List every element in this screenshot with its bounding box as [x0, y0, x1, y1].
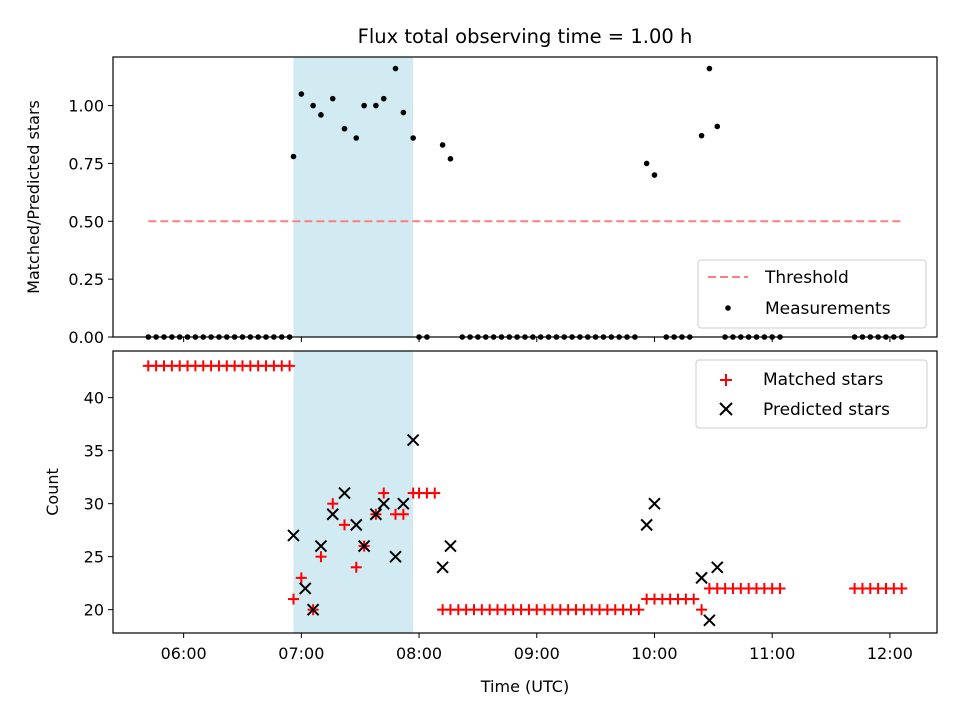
predicted-star-point — [338, 486, 351, 500]
bottom-ytick-label: 25 — [84, 548, 104, 567]
predicted-star-point — [326, 508, 339, 521]
bottom-xtick-label: 11:00 — [749, 644, 795, 663]
matched-star-point — [774, 582, 786, 594]
measurement-point — [310, 102, 316, 109]
top-panel: Flux total observing time = 1.00 h 0.00 0… — [24, 25, 938, 347]
measurement-point — [439, 142, 446, 148]
bottom-ytick-label: 40 — [84, 389, 104, 408]
measurement-point — [400, 109, 407, 116]
legend-predicted-label: Predicted stars — [763, 400, 890, 420]
predicted-star-point — [287, 529, 300, 542]
observing-window-span — [293, 351, 414, 633]
matched-star-point — [350, 561, 362, 573]
top-ytick-label: 0.25 — [68, 270, 104, 289]
top-plot-frame — [112, 56, 938, 338]
predicted-star-point — [444, 539, 457, 553]
measurement-point — [643, 160, 650, 167]
predicted-star-point — [306, 603, 320, 616]
measurement-point — [290, 153, 297, 160]
bottom-legend: Matched stars Predicted stars — [695, 359, 928, 429]
bottom-xtick-label: 10:00 — [631, 644, 677, 663]
observing-window-span — [293, 57, 414, 337]
predicted-star-point — [695, 571, 708, 585]
legend-matched-label: Matched stars — [763, 370, 883, 390]
top-ylabel: Matched/Predicted stars — [24, 100, 43, 294]
measurement-point — [361, 102, 367, 109]
predicted-star-point — [299, 582, 312, 595]
bottom-ytick-label: 35 — [84, 442, 104, 461]
bottom-xtick-label: 06:00 — [161, 644, 207, 663]
measurement-point — [298, 91, 305, 97]
top-ytick-label: 1.00 — [68, 97, 104, 116]
measurement-point — [698, 132, 705, 139]
legend-matched-swatch — [720, 374, 732, 386]
measurement-point — [353, 135, 360, 141]
matched-star-point — [327, 498, 339, 510]
legend-measurements-label: Measurements — [765, 299, 891, 319]
matched-star-point — [397, 508, 409, 520]
bottom-ytick-label: 20 — [84, 601, 104, 620]
predicted-star-point — [377, 497, 390, 510]
matched-star-point — [696, 604, 708, 616]
predicted-star-point — [703, 614, 716, 627]
top-ytick-label: 0.75 — [68, 154, 104, 173]
bottom-legend-box — [695, 359, 928, 429]
legend-measurements-swatch — [725, 305, 731, 311]
measurement-point — [651, 172, 658, 178]
measurement-point — [329, 95, 336, 102]
bottom-xtick-label: 12:00 — [867, 644, 913, 663]
predicted-star-point — [640, 518, 653, 532]
measurement-point — [373, 102, 379, 109]
predicted-star-point — [397, 497, 410, 510]
predicted-star-point — [350, 518, 363, 532]
matched-star-point — [429, 487, 441, 499]
matched-star-point — [688, 593, 700, 605]
matched-star-point — [284, 360, 296, 372]
matched-star-point — [378, 487, 390, 499]
bottom-panel: 20 25 30 35 40 06:00 07:00 08:00 09:00 10:00 11:0… — [43, 350, 938, 696]
measurement-point — [447, 156, 454, 162]
measurement-point — [410, 135, 416, 141]
top-ytick-label: 0.00 — [68, 328, 104, 347]
matched-star-point — [315, 551, 327, 563]
predicted-star-point — [369, 508, 383, 521]
top-legend: Threshold Measurements — [697, 259, 927, 329]
top-legend-box — [697, 259, 927, 329]
matched-star-point — [287, 593, 299, 605]
bottom-xtick-label: 07:00 — [278, 644, 324, 663]
measurement-point — [706, 65, 713, 72]
predicted-star-point — [357, 539, 371, 553]
bottom-xlabel: Time (UTC) — [480, 677, 569, 696]
predicted-star-point — [436, 561, 449, 574]
legend-predicted-swatch — [719, 402, 733, 416]
predicted-star-point — [711, 561, 724, 574]
bottom-plot-frame — [112, 350, 938, 634]
measurement-point — [392, 65, 399, 72]
measurement-point — [318, 112, 324, 118]
matched-star-point — [295, 572, 307, 584]
matched-star-point — [339, 519, 351, 531]
predicted-star-point — [389, 550, 402, 563]
bottom-xtick-label: 09:00 — [514, 644, 560, 663]
bottom-ytick-label: 30 — [84, 495, 104, 514]
measurement-point — [714, 123, 721, 130]
chart-title: Flux total observing time = 1.00 h — [358, 25, 693, 48]
measurement-point — [341, 125, 348, 132]
measurement-point — [380, 95, 387, 102]
bottom-ylabel: Count — [43, 468, 62, 516]
top-ytick-label: 0.50 — [68, 212, 104, 231]
predicted-star-point — [406, 433, 420, 447]
legend-threshold-label: Threshold — [764, 268, 849, 288]
bottom-xtick-label: 08:00 — [396, 644, 442, 663]
predicted-star-point — [648, 497, 661, 510]
matched-star-point — [633, 604, 645, 616]
matched-star-point — [896, 582, 908, 594]
predicted-star-point — [314, 539, 328, 553]
